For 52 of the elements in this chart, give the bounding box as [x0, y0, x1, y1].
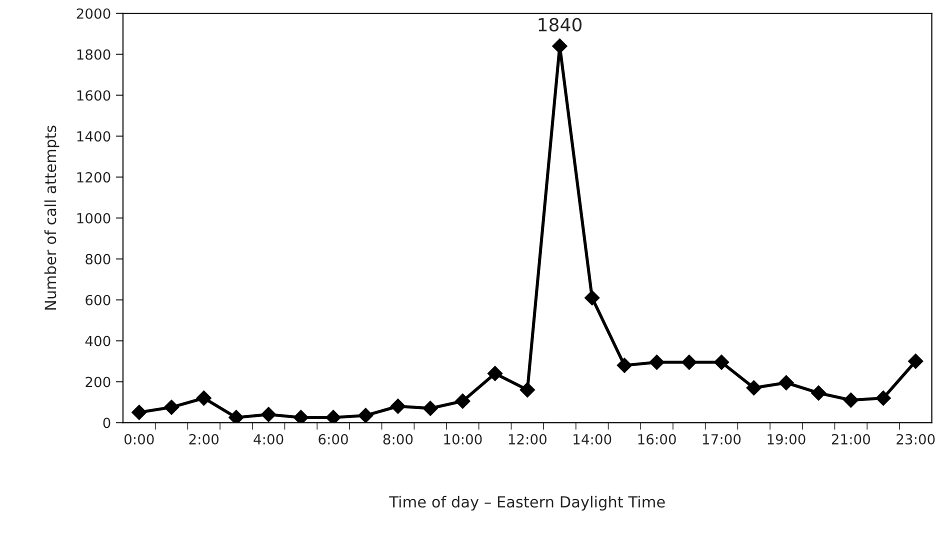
x-tick-label: 10:00	[444, 434, 482, 445]
y-tick-label: 800	[86, 254, 110, 264]
x-axis-title: Time of day – Eastern Daylight Time	[389, 496, 665, 511]
point	[358, 408, 374, 423]
point	[778, 375, 794, 390]
y-tick-label: 200	[86, 376, 110, 388]
y-tick-label: 2000	[76, 8, 110, 19]
x-tick-label: 17:00	[703, 434, 741, 445]
point	[682, 354, 697, 370]
y-tick-label: 1400	[77, 131, 110, 142]
x-tick-label: 4:00	[254, 434, 284, 445]
point	[616, 358, 632, 373]
point	[196, 390, 212, 406]
point	[261, 406, 276, 422]
y-tick-label: 1000	[77, 212, 110, 224]
point	[132, 404, 147, 420]
x-tick-label: 8:00	[383, 434, 413, 445]
x-tick-label: 12:00	[508, 434, 546, 445]
x-tick-label: 14:00	[574, 434, 612, 445]
x-tick-label: 2:00	[189, 434, 219, 445]
point	[746, 380, 762, 396]
point	[714, 354, 730, 370]
point	[520, 382, 535, 398]
x-tick-label: 6:00	[318, 434, 348, 445]
y-tick-label: 400	[85, 336, 110, 346]
point	[455, 394, 470, 409]
y-tick-label: 1800	[77, 49, 110, 60]
point	[390, 398, 406, 414]
point	[487, 366, 503, 382]
point	[326, 410, 341, 423]
x-tick-label: 23:00	[896, 434, 935, 445]
y-tick-label: 600	[86, 294, 110, 306]
point	[164, 400, 180, 415]
point	[584, 290, 600, 306]
y-tick-label: 1200	[77, 172, 110, 183]
x-tick-label: 0:00	[124, 434, 154, 445]
y-tick-label: 1600	[77, 90, 110, 101]
x-tick-label: 16:00	[638, 434, 676, 445]
text: 1840	[538, 18, 582, 32]
y-tick-label: 0	[103, 418, 110, 428]
point	[811, 385, 826, 401]
point	[843, 392, 858, 408]
point	[876, 390, 891, 406]
point	[649, 354, 664, 370]
point	[293, 410, 308, 423]
point	[908, 354, 924, 369]
point	[552, 38, 568, 54]
x-tick-label: 21:00	[832, 434, 870, 445]
y-axis-title: Number of call attempts	[44, 126, 60, 310]
x-tick-label: 19:00	[768, 434, 806, 445]
point	[422, 400, 438, 416]
point	[228, 410, 244, 423]
